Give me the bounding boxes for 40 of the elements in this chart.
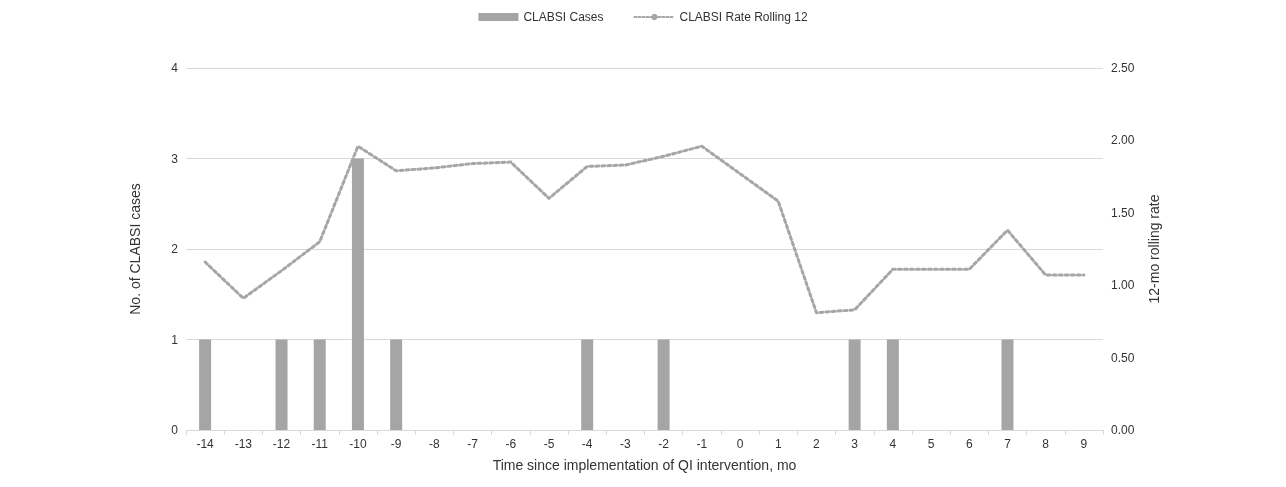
x-tick-label: -3	[620, 437, 632, 451]
x-tick-label: 1	[774, 437, 782, 451]
y-tick-label: 0	[171, 423, 179, 437]
legend-label: CLABSI Rate Rolling 12	[679, 10, 808, 24]
x-tick-label: -5	[543, 437, 555, 451]
y2-axis-title: 12-mo rolling rate	[1146, 194, 1162, 304]
y2-tick-label: 2.50	[1111, 61, 1135, 75]
x-tick-label: -6	[505, 437, 517, 451]
x-tick-label: -11	[311, 437, 329, 451]
y-tick-label: 1	[171, 332, 179, 347]
x-tick-label: 9	[1080, 437, 1088, 451]
x-tick-label: -10	[349, 437, 367, 451]
x-tick-label: -8	[429, 437, 441, 451]
x-tick-label: -1	[696, 437, 708, 451]
x-tick-label: 2	[813, 437, 821, 451]
x-tick-label: -2	[658, 437, 670, 451]
x-tick-label: -14	[196, 437, 215, 451]
y-tick-label: 2	[171, 242, 179, 256]
x-tick-label: -12	[272, 437, 291, 451]
y2-tick-label: 0.00	[1111, 423, 1135, 437]
x-tick-label: 5	[927, 437, 935, 451]
x-tick-label: 3	[851, 437, 859, 451]
y-tick-label: 4	[171, 61, 179, 75]
x-tick-label: -9	[390, 437, 402, 451]
y2-tick-label: 1.00	[1111, 278, 1135, 293]
x-tick-label: 0	[736, 437, 744, 451]
y2-tick-label: 0.50	[1111, 350, 1135, 365]
x-tick-label: 8	[1042, 437, 1050, 451]
x-tick-label: -4	[581, 437, 593, 451]
x-tick-label: 6	[965, 437, 973, 451]
y-axis-title: No. of CLABSI cases	[127, 183, 143, 315]
y2-tick-label: 2.00	[1111, 133, 1135, 148]
legend-label: CLABSI Cases	[523, 10, 604, 24]
x-axis-title: Time since implementation of QI intervention, mo	[492, 457, 797, 473]
y2-tick-label: 1.50	[1111, 205, 1135, 220]
x-tick-label: 7	[1004, 437, 1012, 451]
x-tick-label: -7	[467, 437, 479, 451]
x-tick-label: -13	[234, 437, 253, 451]
x-tick-label: 4	[889, 437, 897, 451]
y-tick-label: 3	[171, 151, 179, 166]
